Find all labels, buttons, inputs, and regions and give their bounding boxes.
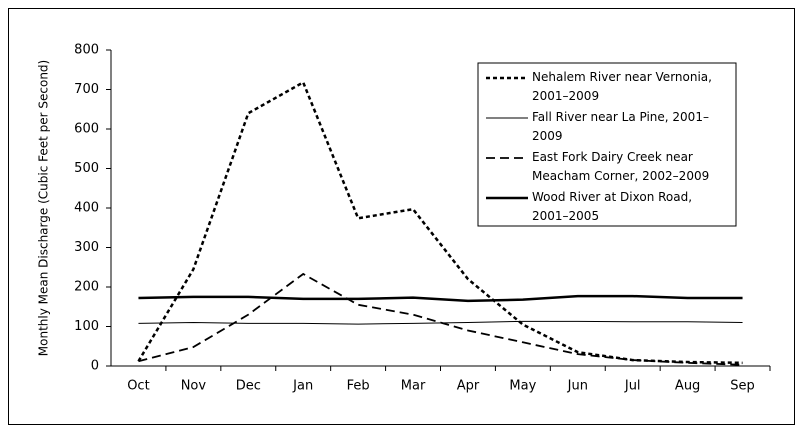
x-tick-label: Aug — [675, 379, 700, 394]
y-tick-label: 700 — [74, 82, 99, 97]
x-tick-label: May — [509, 379, 536, 394]
x-tick-label: Nov — [181, 379, 207, 394]
y-tick-label: 600 — [74, 122, 99, 137]
legend-entry: Fall River near La Pine, 2001–2009 — [532, 110, 709, 143]
y-tick-label: 500 — [74, 161, 99, 176]
x-tick-label: Sep — [730, 379, 755, 394]
legend-label: Fall River near La Pine, 2001–2009 — [532, 110, 709, 143]
x-tick-label: Feb — [347, 379, 370, 394]
y-tick-label: 200 — [74, 280, 99, 295]
y-tick-label: 300 — [74, 240, 99, 255]
y-tick-label: 100 — [74, 319, 99, 334]
series-line — [137, 80, 743, 365]
x-tick-label: Apr — [457, 379, 480, 394]
legend-label: East Fork Dairy Creek near Meacham Corne… — [532, 150, 710, 183]
legend-entry: East Fork Dairy Creek near Meacham Corne… — [532, 150, 710, 183]
y-tick-label: 800 — [74, 43, 99, 58]
x-tick-label: Jan — [292, 379, 313, 394]
x-tick-label: Mar — [401, 379, 426, 394]
x-tick-label: Jul — [624, 379, 641, 394]
y-tick-label: 0 — [91, 359, 99, 374]
x-tick-label: Jun — [567, 379, 588, 394]
x-tick-label: Oct — [127, 379, 149, 394]
legend-label: Nehalem River near Vernonia, 2001–2009 — [532, 70, 712, 103]
legend-entry: Nehalem River near Vernonia, 2001–2009 — [532, 70, 712, 103]
y-axis-label: Monthly Mean Discharge (Cubic Feet per S… — [37, 60, 51, 356]
x-tick-label: Dec — [236, 379, 261, 394]
series-line — [138, 272, 743, 366]
legend-entry: Wood River at Dixon Road, 2001–2005 — [532, 190, 693, 223]
series-line — [138, 294, 743, 303]
y-tick-label: 400 — [74, 201, 99, 216]
legend-label: Wood River at Dixon Road, 2001–2005 — [532, 190, 693, 223]
